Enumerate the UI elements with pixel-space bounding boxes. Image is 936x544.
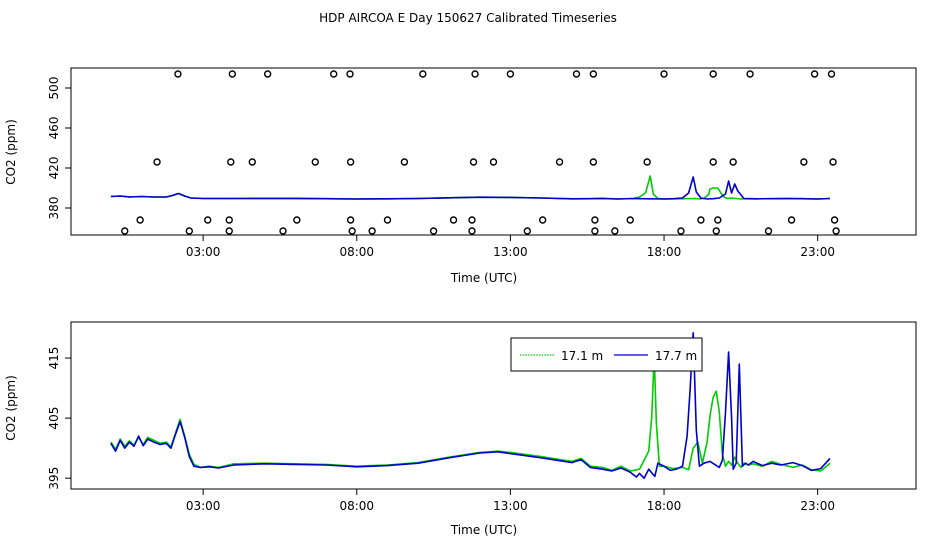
top-data-point	[400, 158, 409, 166]
bottom-x-tick-label: 08:00	[339, 499, 374, 513]
top-data-point	[185, 227, 194, 235]
chart-title: HDP AIRCOA E Day 150627 Calibrated Times…	[319, 11, 617, 25]
top-data-point	[174, 70, 182, 78]
top-x-tick-label: 18:00	[647, 245, 682, 259]
top-data-point	[764, 227, 773, 235]
top-data-point	[228, 70, 237, 78]
top-data-point	[330, 70, 338, 78]
top-data-point	[829, 158, 837, 166]
top-data-point	[346, 158, 355, 166]
top-y-axis-label: CO2 (ppm)	[4, 119, 18, 185]
top-data-point	[591, 227, 599, 235]
top-data-point	[827, 70, 836, 78]
top-data-point	[346, 70, 354, 78]
top-data-point	[468, 216, 476, 224]
top-series-line-17-7-m	[110, 176, 831, 200]
bottom-x-tick-label: 13:00	[493, 499, 528, 513]
top-axes: 03:00 08:00 13:00 18:00 23:00 380 420 460 500	[47, 77, 835, 259]
top-data-point	[506, 70, 515, 78]
bottom-series-line-17-7-m	[110, 331, 831, 480]
top-data-point	[810, 70, 819, 78]
legend-label-17-7m: 17.7 m	[655, 349, 697, 363]
top-data-point	[714, 216, 722, 224]
top-data-point	[121, 227, 129, 235]
top-data-point	[830, 216, 839, 224]
top-data-point	[248, 158, 256, 166]
top-data-point	[383, 216, 392, 224]
bottom-y-tick-label: 395	[47, 467, 61, 490]
top-data-point	[263, 70, 272, 78]
top-data-point	[800, 158, 808, 166]
top-data-point	[311, 158, 319, 166]
top-data-point	[677, 227, 685, 235]
top-data-point	[538, 216, 547, 224]
top-data-point	[153, 158, 161, 166]
top-data-point	[449, 216, 458, 224]
bottom-x-tick-label: 18:00	[647, 499, 682, 513]
top-data-point	[419, 70, 427, 78]
top-data-point	[572, 70, 581, 78]
top-data-point	[348, 227, 356, 235]
top-data-point	[471, 70, 479, 78]
top-x-tick-label: 13:00	[493, 245, 528, 259]
top-data-point	[523, 227, 531, 235]
top-data-point	[469, 158, 478, 166]
top-data-point	[697, 216, 705, 224]
legend: 17.1 m 17.7 m	[510, 337, 703, 372]
bottom-y-axis-label: CO2 (ppm)	[4, 375, 18, 441]
top-data-point	[555, 158, 564, 166]
top-x-tick-label: 03:00	[186, 245, 221, 259]
bottom-y-tick-label: 405	[47, 407, 61, 430]
top-data-point	[225, 216, 233, 224]
top-x-tick-label: 23:00	[800, 245, 835, 259]
top-y-tick-label: 420	[47, 157, 61, 180]
bottom-x-tick-label: 03:00	[186, 499, 221, 513]
top-plot-frame	[70, 67, 917, 236]
top-data-point	[136, 216, 144, 224]
bottom-x-axis-label: Time (UTC)	[450, 523, 517, 537]
bottom-plot-area	[110, 331, 831, 480]
top-y-tick-label: 380	[47, 197, 61, 220]
top-data-point	[709, 70, 717, 78]
top-y-tick-label: 460	[47, 117, 61, 140]
top-data-point	[787, 216, 796, 224]
top-data-point	[225, 227, 233, 235]
top-data-point	[489, 158, 498, 166]
top-data-point	[346, 216, 355, 224]
top-data-point	[204, 216, 212, 224]
bottom-y-tick-label: 415	[47, 347, 61, 370]
top-data-point	[643, 158, 651, 166]
top-data-point	[729, 158, 737, 166]
top-data-point	[712, 227, 720, 235]
top-data-point	[368, 227, 376, 235]
top-data-point	[279, 227, 287, 235]
top-y-tick-label: 500	[47, 77, 61, 100]
top-data-point	[626, 216, 634, 224]
top-data-point	[591, 216, 599, 224]
top-x-tick-label: 08:00	[339, 245, 374, 259]
top-data-point	[611, 227, 619, 235]
top-data-point	[468, 227, 476, 235]
top-data-point	[227, 158, 235, 166]
top-x-axis-label: Time (UTC)	[450, 271, 517, 285]
top-data-point	[709, 158, 717, 166]
top-data-point	[429, 227, 438, 235]
top-data-point	[293, 216, 301, 224]
top-data-point	[746, 70, 754, 78]
top-plot-area	[110, 70, 840, 235]
legend-label-17-1m: 17.1 m	[561, 349, 603, 363]
top-data-point	[589, 70, 598, 78]
bottom-plot-frame	[70, 321, 917, 490]
bottom-axes: 03:00 08:00 13:00 18:00 23:00 395 405 415	[47, 347, 835, 513]
top-data-point	[660, 70, 668, 78]
top-data-point	[589, 158, 598, 166]
bottom-x-tick-label: 23:00	[800, 499, 835, 513]
top-data-point	[832, 227, 840, 235]
